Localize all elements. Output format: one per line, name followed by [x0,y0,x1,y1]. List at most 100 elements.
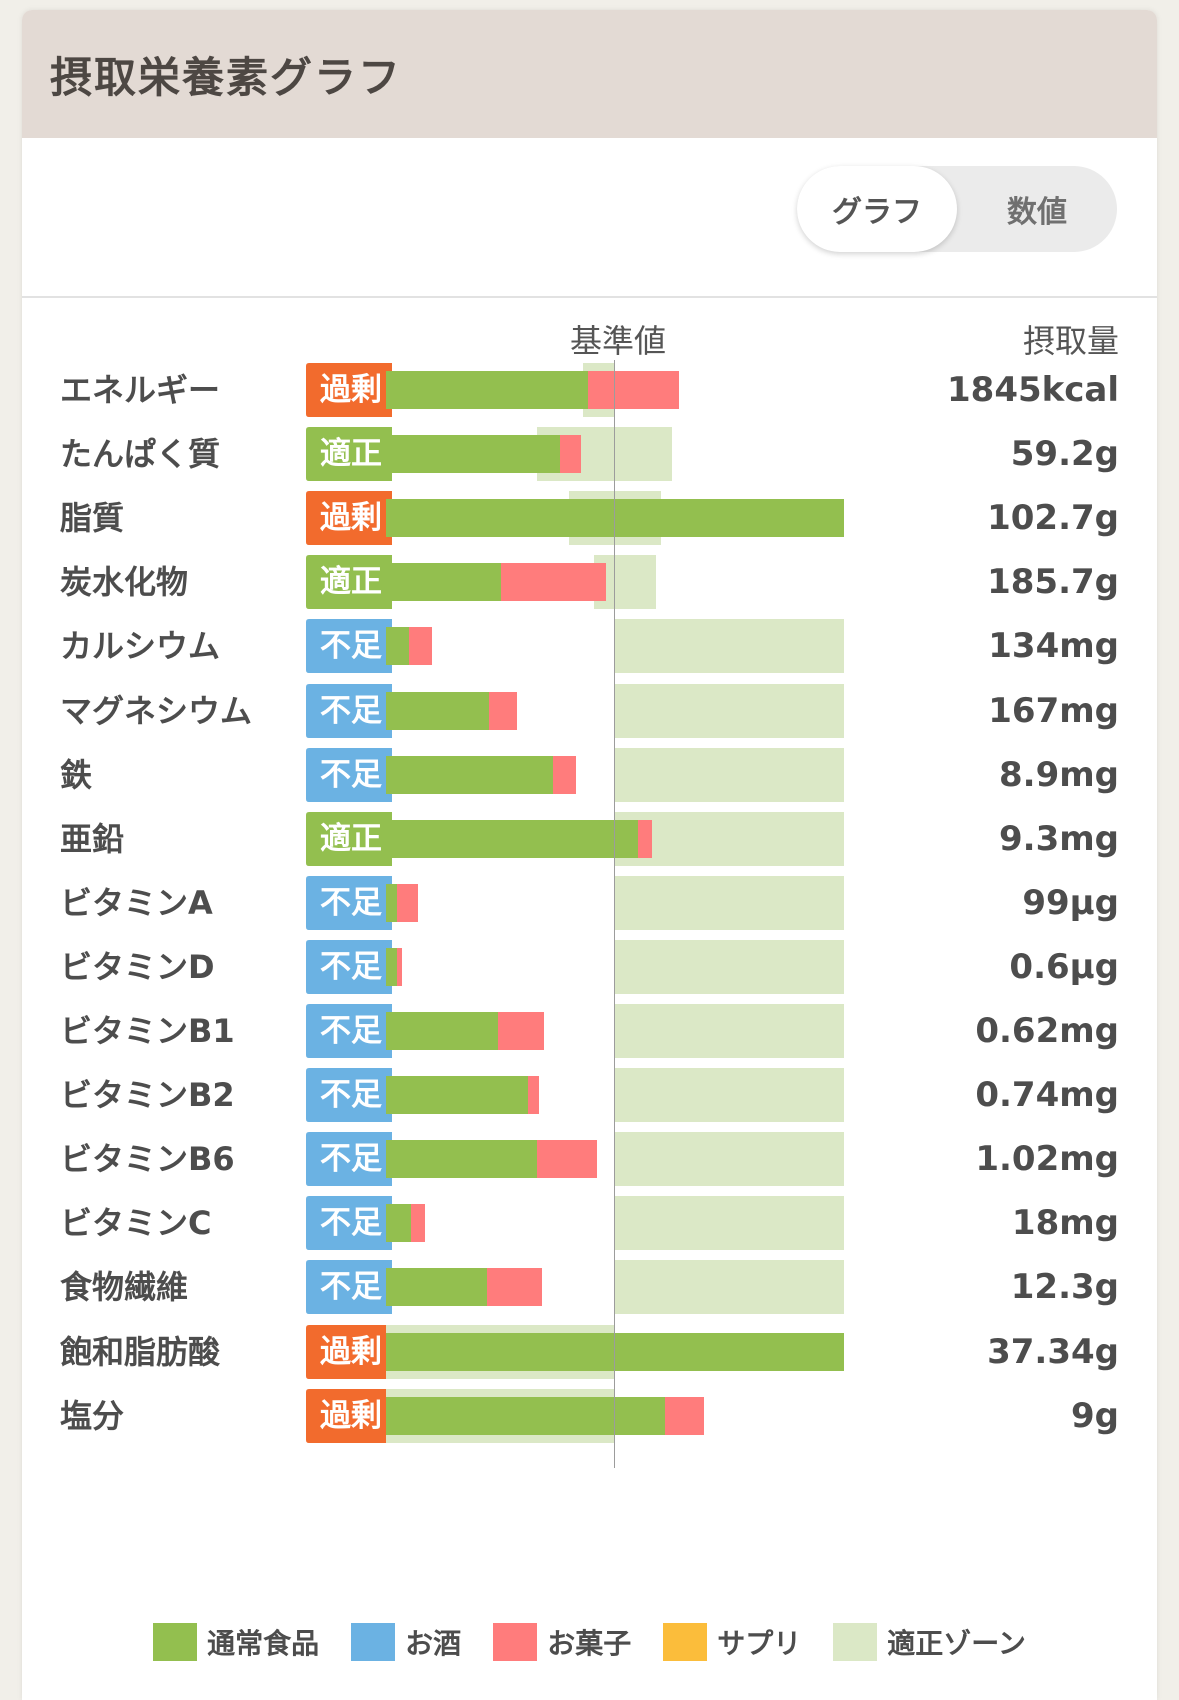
normal-food-bar [386,371,588,409]
status-badge-label: 不足 [320,692,382,729]
nutrient-name: マグネシウム [60,691,253,730]
toggle-number-button[interactable]: 数値 [1007,195,1067,230]
nutrient-graph-card: 摂取栄養素グラフ グラフ 数値 基準値 摂取量 エネルギー 過剰 1845kcal た… [22,10,1157,1700]
normal-food-bar [386,499,844,538]
nutrient-row: 飽和脂肪酸 過剰 37.34g [22,1318,1157,1387]
nutrient-row: ビタミンB6 不足 1.02mg [22,1125,1157,1194]
status-badge: 適正 [306,427,402,482]
proper-zone [615,1196,844,1251]
nutrient-name: ビタミンB2 [60,1076,235,1115]
nutrient-amount: 167mg [988,690,1119,731]
amount-column-header: 摂取量 [1022,322,1119,360]
normal-food-bar [386,1396,666,1435]
normal-food-bar [386,883,398,922]
nutrient-name: 脂質 [60,499,125,538]
status-badge: 不足 [306,619,402,674]
nutrient-name: 塩分 [60,1396,125,1435]
nutrient-name: エネルギー [60,371,221,409]
snack-bar [587,371,680,409]
legend-item: お菓子 [493,1622,631,1662]
normal-food-bar [386,819,638,858]
status-badge-label: 適正 [320,436,382,473]
nutrient-amount: 12.3g [1010,1267,1119,1308]
normal-food-bar [386,1012,499,1050]
legend-swatch [493,1623,538,1661]
nutrient-amount: 0.74mg [975,1075,1119,1116]
status-badge-label: 適正 [320,820,382,857]
nutrient-row: ビタミンB2 不足 0.74mg [22,1061,1157,1130]
nutrient-amount: 8.9mg [999,754,1119,795]
nutrient-amount: 185.7g [987,562,1119,603]
snack-bar [665,1396,705,1435]
status-badge: 不足 [306,875,402,930]
legend-label: お酒 [405,1627,462,1660]
proper-zone [615,1132,844,1187]
legend-swatch [833,1623,878,1661]
snack-bar [408,627,432,666]
legend-swatch [663,1623,708,1661]
normal-food-bar [386,755,554,794]
status-badge-label: 不足 [320,1269,382,1306]
nutrient-amount: 134mg [988,626,1119,667]
nutrient-row: ビタミンC 不足 18mg [22,1189,1157,1258]
legend-label: お菓子 [547,1627,632,1660]
proper-zone [615,683,844,738]
status-badge: 不足 [306,939,402,994]
nutrient-amount: 1845kcal [947,370,1119,410]
proper-zone [615,811,844,866]
snack-bar [498,1012,544,1050]
status-badge-label: 過剰 [320,1333,382,1370]
nutrient-amount: 37.34g [987,1331,1119,1372]
nutrient-row: たんぱく質 適正 59.2g [22,420,1157,489]
nutrient-name: 飽和脂肪酸 [60,1332,221,1371]
nutrient-row: マグネシウム 不足 167mg [22,677,1157,746]
nutrient-name: ビタミンD [60,947,215,986]
status-badge-label: 不足 [320,884,382,921]
snack-bar [411,1204,425,1243]
status-badge-label: 不足 [320,756,382,793]
proper-zone [615,875,844,930]
snack-bar [527,1076,540,1115]
nutrient-row: エネルギー 過剰 1845kcal [22,356,1157,425]
nutrient-name: カルシウム [60,627,221,666]
normal-food-bar [386,1332,844,1371]
normal-food-bar [386,1204,412,1243]
snack-bar [397,883,419,922]
snack-bar [553,755,577,794]
nutrient-amount: 9g [1071,1395,1119,1436]
toggle-graph-button[interactable]: グラフ [797,166,957,252]
view-toggle-area: グラフ 数値 [22,138,1157,298]
nutrient-amount: 59.2g [1010,434,1119,475]
nutrient-amount: 1.02mg [975,1139,1119,1180]
status-badge: 適正 [306,811,402,866]
nutrient-row: 食物繊維 不足 12.3g [22,1253,1157,1322]
normal-food-bar [386,947,398,986]
normal-food-bar [386,1268,487,1307]
normal-food-bar [386,627,409,666]
proper-zone [615,1260,844,1315]
status-badge: 過剰 [306,363,402,417]
legend-label: サプリ [717,1627,802,1660]
status-badge-label: 不足 [320,948,382,985]
status-badge: 不足 [306,1068,402,1123]
nutrient-amount: 99µg [1022,882,1119,923]
normal-food-bar [386,1140,538,1179]
nutrient-name: たんぱく質 [60,435,221,474]
snack-bar [489,691,517,730]
snack-bar [486,1268,542,1307]
nutrient-name: ビタミンB1 [60,1012,235,1050]
nutrient-amount: 0.62mg [975,1011,1119,1051]
nutrient-amount: 18mg [1011,1203,1119,1244]
nutrient-name: 亜鉛 [60,819,125,858]
normal-food-bar [386,563,501,602]
nutrient-row: ビタミンA 不足 99µg [22,869,1157,938]
status-badge-label: 過剰 [320,500,382,537]
nutrient-row: 塩分 過剰 9g [22,1382,1157,1451]
snack-bar [560,435,581,474]
view-toggle[interactable]: グラフ 数値 [797,166,1117,252]
nutrient-amount: 9.3mg [999,818,1119,859]
reference-column-header: 基準値 [570,322,667,360]
normal-food-bar [386,691,490,730]
snack-bar [537,1140,597,1179]
nutrient-row: ビタミンD 不足 0.6µg [22,933,1157,1002]
